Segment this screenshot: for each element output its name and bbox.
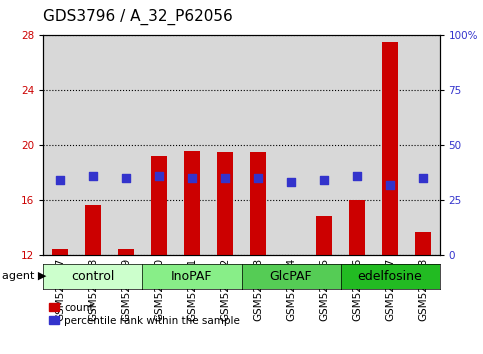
Text: GlcPAF: GlcPAF xyxy=(270,270,313,282)
Point xyxy=(89,173,97,179)
Point xyxy=(386,182,394,188)
Point xyxy=(287,179,295,185)
Point xyxy=(254,175,262,181)
Point xyxy=(419,175,427,181)
Text: InoPAF: InoPAF xyxy=(171,270,213,282)
Bar xyxy=(118,249,134,255)
Point xyxy=(155,173,163,179)
Bar xyxy=(151,156,167,255)
Point xyxy=(320,177,328,183)
Bar xyxy=(52,249,68,255)
Bar xyxy=(316,216,332,255)
Point xyxy=(122,175,130,181)
Bar xyxy=(217,152,233,255)
Legend: count, percentile rank within the sample: count, percentile rank within the sample xyxy=(49,303,240,326)
Point xyxy=(221,175,229,181)
Point xyxy=(188,175,196,181)
Bar xyxy=(184,150,200,255)
Bar xyxy=(85,205,101,255)
Bar xyxy=(415,232,431,255)
Text: GDS3796 / A_32_P62056: GDS3796 / A_32_P62056 xyxy=(43,8,233,25)
Bar xyxy=(283,255,299,266)
Bar xyxy=(250,152,266,255)
Point xyxy=(353,173,361,179)
Text: edelfosine: edelfosine xyxy=(357,270,423,282)
Bar xyxy=(382,42,398,255)
Text: control: control xyxy=(71,270,114,282)
Bar xyxy=(349,200,365,255)
Point xyxy=(56,177,64,183)
Text: agent ▶: agent ▶ xyxy=(2,271,47,281)
